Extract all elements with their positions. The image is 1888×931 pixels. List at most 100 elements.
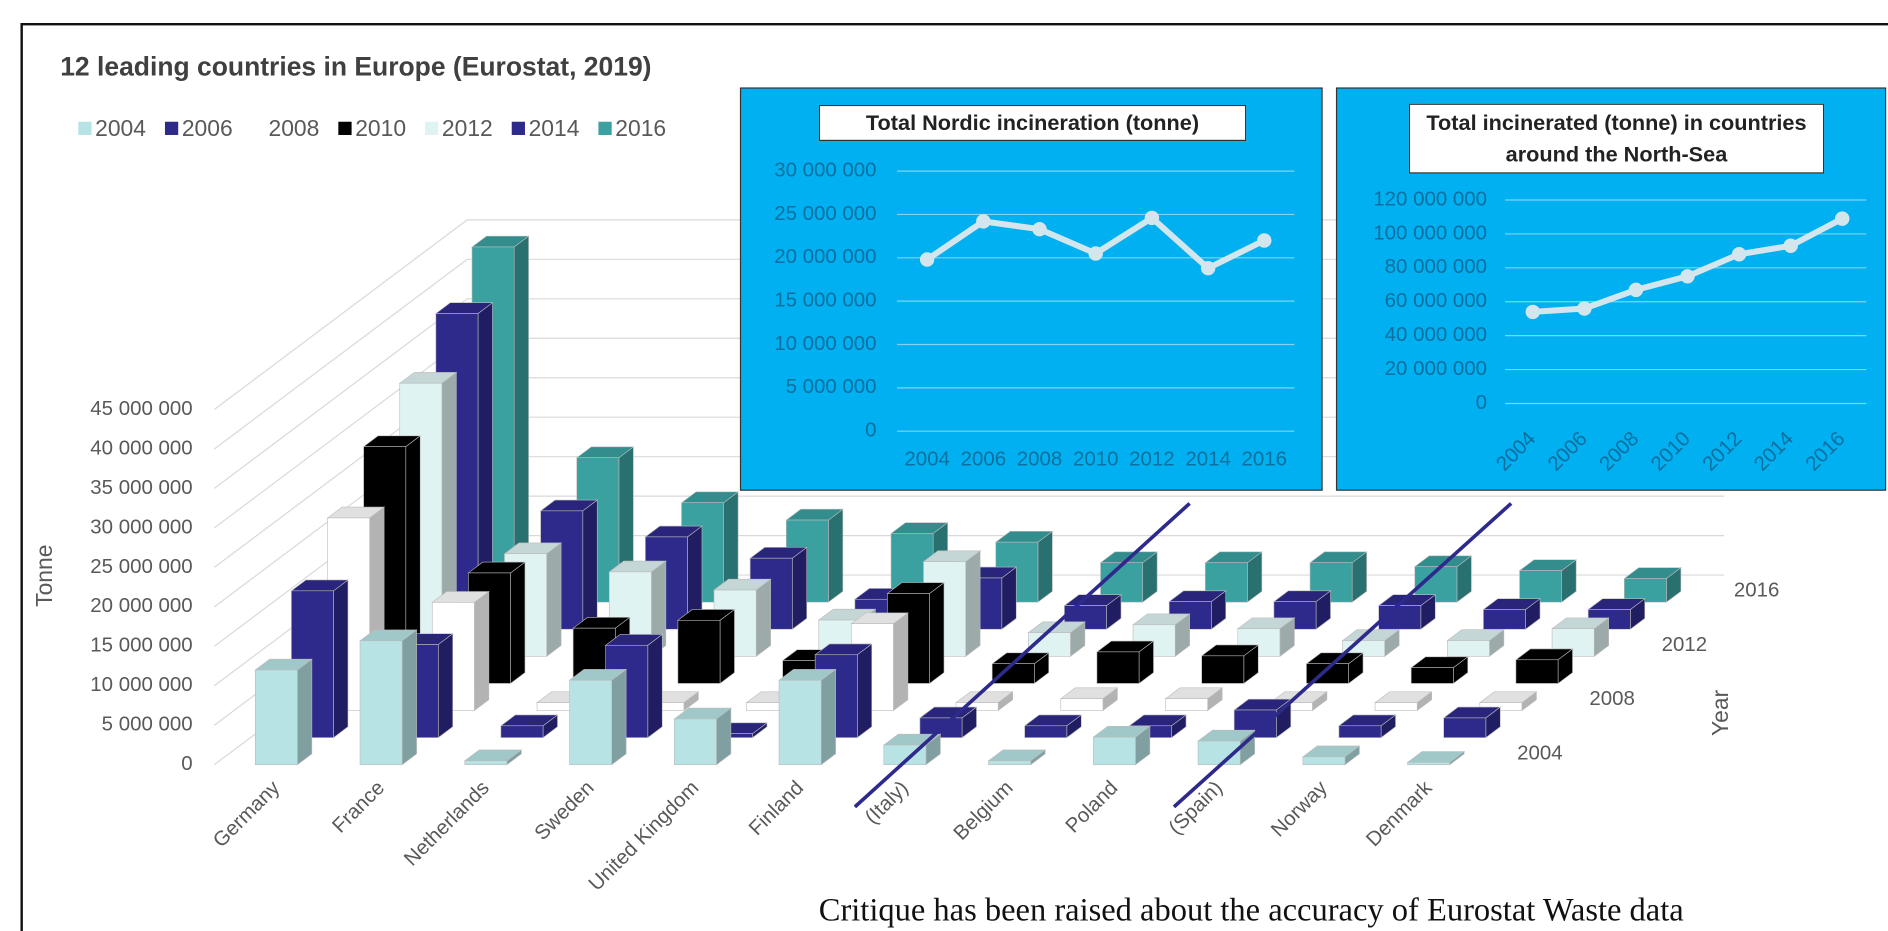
point [1731,247,1747,262]
bar-side [474,590,490,712]
x-tick-label: 2012 [1129,447,1175,470]
caption: Critique has been raised about the accur… [819,892,1684,928]
legend-swatch [511,121,525,135]
legend-swatch [338,121,352,135]
y-tick-label: 80 000 000 [1385,255,1487,278]
y-tick-label: 20 000 000 [1385,357,1487,380]
bar [1447,640,1490,657]
bar-side [611,668,627,766]
point [1200,260,1216,276]
bar-side [893,612,909,712]
x-tick-label: 2008 [1017,447,1063,470]
inset-title: Total incinerated (tonne) in countries a… [1408,103,1825,174]
legend-swatch [251,121,265,135]
bar [991,663,1035,684]
bar-side [857,643,873,739]
y-tick-label: 10 000 000 [774,332,876,355]
z-axis-label: Year [1707,689,1733,736]
bar [254,669,298,766]
y-tick-label: 0 [865,419,876,442]
y-tick-label: 40 000 000 [90,436,192,459]
x-tick-label: 2016 [1242,447,1288,470]
point [1835,211,1850,226]
legend-label: 2014 [529,115,580,141]
z-tick-label: 2008 [1589,687,1635,710]
bar [1165,698,1208,711]
point [1525,304,1541,320]
z-tick-label: 2004 [1517,741,1563,764]
bar-side [546,542,562,657]
strike-line [853,502,1191,809]
bar-side [647,633,663,739]
bar-side [791,546,808,630]
legend-swatch [78,121,92,135]
bar [1096,651,1140,684]
bar [1407,762,1451,766]
legend-swatch [425,121,439,135]
inset-title-box: Total incinerated (tonne) in countries a… [1408,103,1825,174]
inset-title: Total Nordic incineration (tonne) [818,104,1247,141]
point [1680,269,1695,284]
bar [1302,756,1346,766]
y-axis-label: Tonne [31,545,57,607]
y-tick-label: 60 000 000 [1385,289,1487,312]
y-tick-label: 25 000 000 [90,555,192,578]
y-tick-label: 5 000 000 [786,375,877,398]
bar [1024,725,1068,738]
point [1577,301,1592,316]
point [1144,210,1160,226]
bar-side [965,550,981,657]
bar [500,725,544,738]
bar [1410,667,1454,684]
y-tick-label: 15 000 000 [774,289,876,312]
bar [1519,570,1562,603]
legend-label: 2012 [442,115,493,141]
bar [955,702,999,711]
bar [1479,702,1523,711]
bar3d-plot: 0 5 000 000 10 000 000 15 000 000 20 000 000… [31,115,1780,895]
z-tick-label: 2016 [1734,579,1780,602]
y-tick-label: 10 000 000 [90,673,192,696]
x-tick-label: 2014 [1185,447,1231,470]
bar [1093,736,1136,766]
z-tick-label: 2012 [1662,633,1708,656]
bar [1483,609,1526,630]
y-tick-label: 20 000 000 [90,594,192,617]
bar [359,640,403,766]
y-tick-label: 15 000 000 [90,634,192,657]
y-tick-label: 0 [1476,391,1487,414]
bar-side [719,608,735,685]
legend-label: 2016 [615,115,666,141]
bar-side [582,499,598,630]
inset-panel [739,87,1323,491]
bar [673,718,717,766]
bar [464,760,508,766]
bar [1443,717,1487,738]
bar [1201,655,1245,684]
legend-swatch [598,121,612,135]
bar [1374,702,1418,711]
y-tick-label: 20 000 000 [774,245,876,268]
point [1783,238,1798,254]
y-tick-label: 5 000 000 [102,713,193,736]
bar-side [1037,530,1053,603]
bar-side [929,582,945,685]
inset-plot: 0 5 000 000 10 000 000 15 000 000 20 000 000… [774,159,1295,470]
legend-label: 2006 [182,115,233,141]
bar [1338,725,1382,738]
bar [988,760,1031,766]
y-tick-label: 45 000 000 [90,397,192,420]
chart-title: 12 leading countries in Europe (Eurostat… [60,52,651,82]
point [919,252,935,267]
y-tick-label: 25 000 000 [774,202,876,225]
legend-swatch [164,121,179,135]
x-tick-label: 2004 [904,447,950,470]
strike-line [1172,502,1513,809]
y-tick-label: 30 000 000 [774,159,876,182]
y-tick-label: 40 000 000 [1385,323,1487,346]
x-tick-label: 2010 [1073,447,1119,470]
y-tick-label: 100 000 000 [1373,221,1487,244]
point [1257,233,1272,248]
legend-label: 2004 [95,115,146,141]
